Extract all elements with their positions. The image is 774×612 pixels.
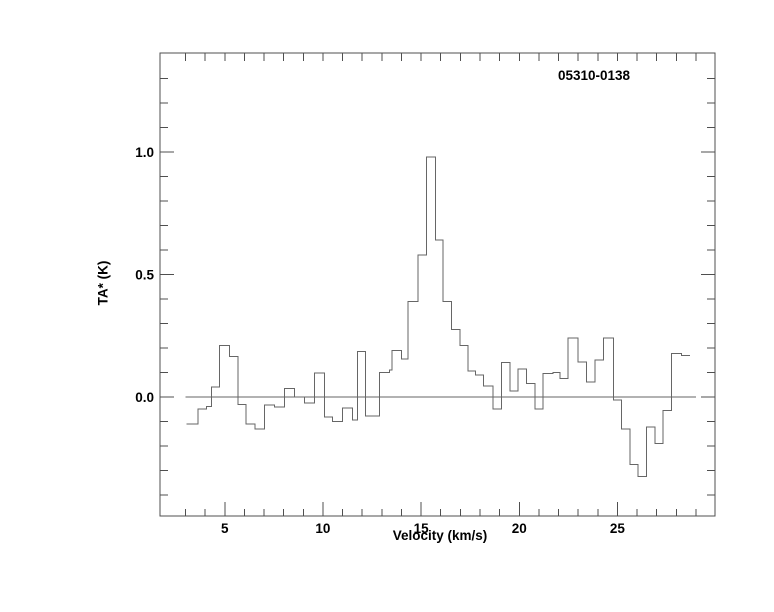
- y-tick-label: 1.0: [135, 145, 154, 160]
- y-tick-label: 0.0: [135, 390, 154, 405]
- spectrum-step-line: [186, 156, 691, 478]
- axis-ticks: [160, 53, 715, 516]
- plot-frame: [159, 52, 716, 517]
- x-axis-title: Velocity (km/s): [392, 528, 488, 543]
- tick-labels: 5 10 15 20 25 0.0 0.5 1.0: [135, 145, 625, 536]
- source-name-label: 05310-0138: [557, 68, 631, 83]
- y-tick-label: 0.5: [135, 267, 154, 282]
- x-tick-label: 15: [414, 521, 430, 536]
- x-tick-label: 25: [610, 521, 626, 536]
- x-tick-label: 20: [512, 521, 527, 536]
- y-axis-title: TA* (K): [95, 260, 111, 306]
- x-tick-label: 5: [221, 521, 229, 536]
- x-tick-label: 10: [315, 521, 330, 536]
